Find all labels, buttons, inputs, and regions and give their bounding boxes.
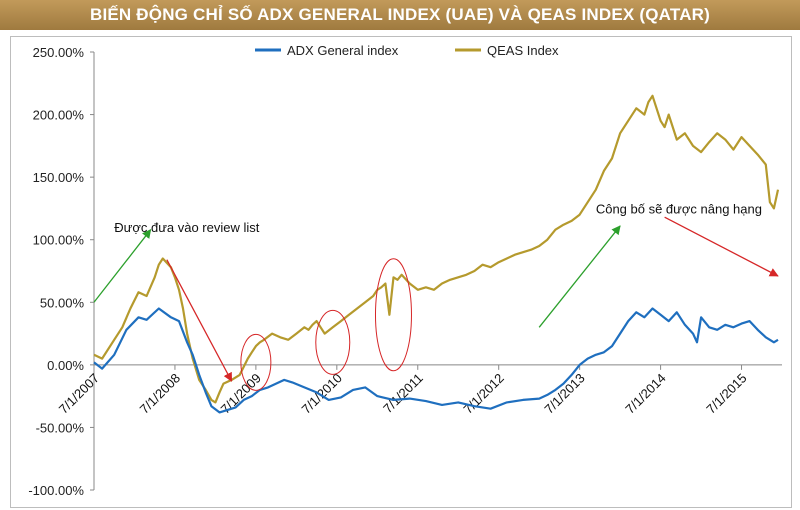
highlight-ellipse [374, 258, 412, 372]
x-tick-label: 7/1/2010 [299, 370, 345, 416]
x-axis: 7/1/2007 7/1/2008 7/1/2009 7/1/2010 7/1/2011… [56, 364, 782, 417]
y-tick-label: -50.00% [36, 420, 85, 435]
chart-frame [10, 36, 792, 508]
legend-label: ADX General index [287, 43, 399, 58]
y-tick-label: 100.00% [33, 233, 85, 248]
arrow-up-left [93, 228, 152, 303]
y-tick-label: -100.00% [28, 483, 84, 498]
annotation-review-list: Được đưa vào review list [114, 220, 260, 235]
highlight-ellipse [240, 333, 272, 391]
legend-item-qeas: QEAS Index [455, 43, 559, 58]
highlight-ellipse [315, 309, 351, 375]
x-tick-label: 7/1/2008 [137, 370, 183, 416]
series-line-adx [93, 307, 779, 414]
x-tick-label: 7/1/2012 [460, 370, 506, 416]
arrow-up-right [538, 225, 621, 328]
annotation-layer: Được đưa vào review list Công bố sẽ được … [93, 201, 779, 391]
y-tick-label: 250.00% [33, 45, 85, 60]
chart-title: BIẾN ĐỘNG CHỈ SỐ ADX GENERAL INDEX (UAE)… [0, 0, 800, 30]
y-tick-label: 150.00% [33, 170, 85, 185]
legend-item-adx: ADX General index [255, 43, 399, 58]
x-tick-label: 7/1/2007 [56, 370, 102, 416]
arrow-down-right [664, 216, 779, 277]
legend-label: QEAS Index [487, 43, 559, 58]
x-tick-label: 7/1/2015 [703, 370, 749, 416]
arrow-down-left [166, 259, 233, 382]
annotation-upgrade: Công bố sẽ được nâng hạng [596, 201, 762, 216]
y-tick-label: 0.00% [47, 358, 84, 373]
y-axis: -100.00% -50.00% 0.00% 50.00% 100.00% 150.00%… [28, 45, 95, 498]
x-tick-label: 7/1/2014 [622, 370, 668, 416]
y-tick-label: 200.00% [33, 108, 85, 123]
y-tick-label: 50.00% [40, 295, 85, 310]
series-line-qeas [93, 94, 780, 404]
series-layer [93, 94, 780, 414]
legend: ADX General index QEAS Index [255, 43, 559, 58]
x-tick-label: 7/1/2011 [380, 370, 426, 416]
